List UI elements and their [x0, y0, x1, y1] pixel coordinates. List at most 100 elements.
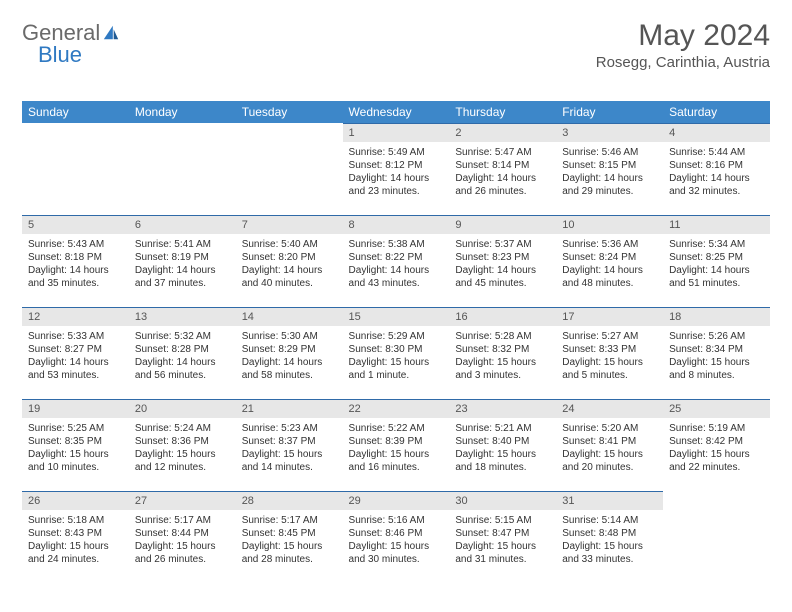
daylight-text: Daylight: 14 hours and 48 minutes.: [562, 264, 657, 290]
calendar-cell: 19Sunrise: 5:25 AMSunset: 8:35 PMDayligh…: [22, 399, 129, 491]
day-details: Sunrise: 5:30 AMSunset: 8:29 PMDaylight:…: [236, 326, 343, 384]
day-details: Sunrise: 5:46 AMSunset: 8:15 PMDaylight:…: [556, 142, 663, 200]
day-number: 5: [22, 215, 129, 234]
day-details: Sunrise: 5:25 AMSunset: 8:35 PMDaylight:…: [22, 418, 129, 476]
location-label: Rosegg, Carinthia, Austria: [596, 54, 770, 71]
day-details: Sunrise: 5:41 AMSunset: 8:19 PMDaylight:…: [129, 234, 236, 292]
daylight-text: Daylight: 15 hours and 20 minutes.: [562, 448, 657, 474]
calendar-cell: 15Sunrise: 5:29 AMSunset: 8:30 PMDayligh…: [343, 307, 450, 399]
sunrise-text: Sunrise: 5:36 AM: [562, 238, 657, 251]
day-details: Sunrise: 5:43 AMSunset: 8:18 PMDaylight:…: [22, 234, 129, 292]
sunrise-text: Sunrise: 5:41 AM: [135, 238, 230, 251]
sunset-text: Sunset: 8:18 PM: [28, 251, 123, 264]
day-details: Sunrise: 5:32 AMSunset: 8:28 PMDaylight:…: [129, 326, 236, 384]
day-details: Sunrise: 5:18 AMSunset: 8:43 PMDaylight:…: [22, 510, 129, 568]
calendar-cell: [129, 123, 236, 215]
day-details: Sunrise: 5:19 AMSunset: 8:42 PMDaylight:…: [663, 418, 770, 476]
sunrise-text: Sunrise: 5:26 AM: [669, 330, 764, 343]
day-number: 30: [449, 491, 556, 510]
day-number: 23: [449, 399, 556, 418]
day-details: Sunrise: 5:22 AMSunset: 8:39 PMDaylight:…: [343, 418, 450, 476]
sunset-text: Sunset: 8:19 PM: [135, 251, 230, 264]
sunrise-text: Sunrise: 5:21 AM: [455, 422, 550, 435]
calendar-cell: 24Sunrise: 5:20 AMSunset: 8:41 PMDayligh…: [556, 399, 663, 491]
calendar-cell: 8 Sunrise: 5:38 AMSunset: 8:22 PMDaylight…: [343, 215, 450, 307]
calendar-week-row: 1Sunrise: 5:49 AMSunset: 8:12 PMDaylight…: [22, 123, 770, 215]
day-details: Sunrise: 5:47 AMSunset: 8:14 PMDaylight:…: [449, 142, 556, 200]
day-details: Sunrise: 5:49 AMSunset: 8:12 PMDaylight:…: [343, 142, 450, 200]
day-number: 13: [129, 307, 236, 326]
calendar-cell: 5Sunrise: 5:43 AMSunset: 8:18 PMDaylight…: [22, 215, 129, 307]
page-title: May 2024: [596, 20, 770, 52]
calendar-week-row: 19Sunrise: 5:25 AMSunset: 8:35 PMDayligh…: [22, 399, 770, 491]
page-header: General May 2024 Rosegg, Carinthia, Aust…: [22, 20, 770, 71]
sunset-text: Sunset: 8:22 PM: [349, 251, 444, 264]
calendar-body: 1Sunrise: 5:49 AMSunset: 8:12 PMDaylight…: [22, 123, 770, 583]
daylight-text: Daylight: 15 hours and 30 minutes.: [349, 540, 444, 566]
title-block: May 2024 Rosegg, Carinthia, Austria: [596, 20, 770, 71]
calendar-cell: 11Sunrise: 5:34 AMSunset: 8:25 PMDayligh…: [663, 215, 770, 307]
day-number: 16: [449, 307, 556, 326]
sunrise-text: Sunrise: 5:22 AM: [349, 422, 444, 435]
logo-text-blue: Blue: [38, 42, 82, 68]
daylight-text: Daylight: 14 hours and 35 minutes.: [28, 264, 123, 290]
weekday-header: Thursday: [449, 101, 556, 123]
sunrise-text: Sunrise: 5:29 AM: [349, 330, 444, 343]
calendar-cell: 7Sunrise: 5:40 AMSunset: 8:20 PMDaylight…: [236, 215, 343, 307]
day-number: 2: [449, 123, 556, 142]
calendar-cell: 30Sunrise: 5:15 AMSunset: 8:47 PMDayligh…: [449, 491, 556, 583]
day-number: 3: [556, 123, 663, 142]
day-details: Sunrise: 5:29 AMSunset: 8:30 PMDaylight:…: [343, 326, 450, 384]
calendar-cell: 29Sunrise: 5:16 AMSunset: 8:46 PMDayligh…: [343, 491, 450, 583]
calendar-table: Sunday Monday Tuesday Wednesday Thursday…: [22, 101, 770, 583]
calendar-cell: 27Sunrise: 5:17 AMSunset: 8:44 PMDayligh…: [129, 491, 236, 583]
sunrise-text: Sunrise: 5:25 AM: [28, 422, 123, 435]
sunset-text: Sunset: 8:25 PM: [669, 251, 764, 264]
day-number: 8: [343, 215, 450, 234]
sunrise-text: Sunrise: 5:19 AM: [669, 422, 764, 435]
daylight-text: Daylight: 14 hours and 58 minutes.: [242, 356, 337, 382]
weekday-header: Monday: [129, 101, 236, 123]
calendar-week-row: 26Sunrise: 5:18 AMSunset: 8:43 PMDayligh…: [22, 491, 770, 583]
daylight-text: Daylight: 15 hours and 3 minutes.: [455, 356, 550, 382]
calendar-cell: 20Sunrise: 5:24 AMSunset: 8:36 PMDayligh…: [129, 399, 236, 491]
sunrise-text: Sunrise: 5:23 AM: [242, 422, 337, 435]
day-number: 6: [129, 215, 236, 234]
sunset-text: Sunset: 8:48 PM: [562, 527, 657, 540]
calendar-cell: 9Sunrise: 5:37 AMSunset: 8:23 PMDaylight…: [449, 215, 556, 307]
calendar-cell: 1Sunrise: 5:49 AMSunset: 8:12 PMDaylight…: [343, 123, 450, 215]
day-number: 21: [236, 399, 343, 418]
daylight-text: Daylight: 14 hours and 45 minutes.: [455, 264, 550, 290]
weekday-header: Tuesday: [236, 101, 343, 123]
sunrise-text: Sunrise: 5:20 AM: [562, 422, 657, 435]
calendar-cell: 6Sunrise: 5:41 AMSunset: 8:19 PMDaylight…: [129, 215, 236, 307]
sunrise-text: Sunrise: 5:17 AM: [242, 514, 337, 527]
calendar-cell: [22, 123, 129, 215]
sunrise-text: Sunrise: 5:33 AM: [28, 330, 123, 343]
daylight-text: Daylight: 14 hours and 51 minutes.: [669, 264, 764, 290]
day-details: Sunrise: 5:15 AMSunset: 8:47 PMDaylight:…: [449, 510, 556, 568]
daylight-text: Daylight: 14 hours and 43 minutes.: [349, 264, 444, 290]
day-number: 4: [663, 123, 770, 142]
sunset-text: Sunset: 8:36 PM: [135, 435, 230, 448]
daylight-text: Daylight: 14 hours and 40 minutes.: [242, 264, 337, 290]
day-number: 15: [343, 307, 450, 326]
sunrise-text: Sunrise: 5:24 AM: [135, 422, 230, 435]
calendar-cell: 28Sunrise: 5:17 AMSunset: 8:45 PMDayligh…: [236, 491, 343, 583]
day-details: Sunrise: 5:40 AMSunset: 8:20 PMDaylight:…: [236, 234, 343, 292]
day-number: 29: [343, 491, 450, 510]
sunrise-text: Sunrise: 5:46 AM: [562, 146, 657, 159]
sunset-text: Sunset: 8:35 PM: [28, 435, 123, 448]
daylight-text: Daylight: 15 hours and 10 minutes.: [28, 448, 123, 474]
daylight-text: Daylight: 14 hours and 32 minutes.: [669, 172, 764, 198]
day-number: 1: [343, 123, 450, 142]
day-details: Sunrise: 5:20 AMSunset: 8:41 PMDaylight:…: [556, 418, 663, 476]
day-details: Sunrise: 5:37 AMSunset: 8:23 PMDaylight:…: [449, 234, 556, 292]
day-details: Sunrise: 5:33 AMSunset: 8:27 PMDaylight:…: [22, 326, 129, 384]
day-details: Sunrise: 5:16 AMSunset: 8:46 PMDaylight:…: [343, 510, 450, 568]
sunset-text: Sunset: 8:16 PM: [669, 159, 764, 172]
calendar-cell: 26Sunrise: 5:18 AMSunset: 8:43 PMDayligh…: [22, 491, 129, 583]
sunset-text: Sunset: 8:32 PM: [455, 343, 550, 356]
sunrise-text: Sunrise: 5:38 AM: [349, 238, 444, 251]
sunset-text: Sunset: 8:12 PM: [349, 159, 444, 172]
